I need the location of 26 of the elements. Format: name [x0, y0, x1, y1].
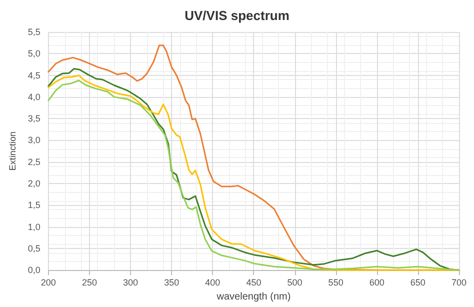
y-tick-label: 5,0	[28, 48, 40, 59]
x-tick-label: 550	[328, 278, 344, 288]
x-tick-label: 200	[40, 278, 56, 288]
x-axis-title: wavelength (nm)	[216, 292, 291, 302]
x-tick-label: 450	[246, 278, 262, 288]
x-tick-label: 250	[82, 278, 97, 288]
y-tick-label: 4,5	[28, 70, 40, 80]
y-axis-title: Extinction	[8, 132, 18, 171]
y-tick-label: 5,5	[28, 27, 40, 37]
x-tick-label: 600	[369, 278, 384, 288]
x-tick-label: 650	[410, 278, 426, 288]
chart-title: UV/VIS spectrum	[184, 8, 290, 23]
y-tick-label: 1,5	[28, 200, 40, 210]
x-tick-label: 400	[205, 278, 220, 288]
y-tick-label: 0,0	[28, 265, 40, 276]
y-tick-label: 3,0	[28, 135, 40, 146]
y-tick-label: 3,5	[28, 114, 40, 124]
x-tick-label: 350	[164, 278, 180, 288]
x-tick-label: 500	[287, 278, 302, 288]
y-tick-label: 1,0	[28, 222, 40, 232]
y-tick-label: 2,5	[28, 156, 40, 167]
x-tick-label: 700	[451, 278, 467, 288]
y-tick-label: 2,0	[28, 178, 40, 189]
x-tick-label: 300	[123, 278, 138, 288]
y-tick-label: 0,5	[28, 243, 40, 254]
y-tick-label: 4,0	[28, 92, 40, 102]
